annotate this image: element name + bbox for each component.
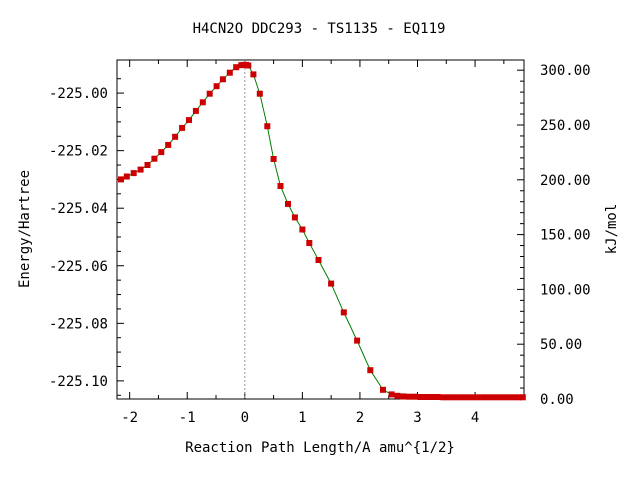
y-axis-label: Energy/Hartree: [17, 170, 33, 288]
y-axis-left: -225.00 -225.02 -225.04 -225.06 -225.08 -225.…: [49, 78, 124, 396]
data-point: [503, 394, 510, 401]
data-point: [213, 83, 220, 90]
x-tick-label: -1: [179, 410, 196, 426]
series-line: [120, 64, 523, 398]
chart-title: H4CN2O DDC293 - TS1135 - EQ119: [193, 21, 446, 37]
y-tick-label: -225.10: [49, 374, 108, 390]
y2-tick-label: 150.00: [540, 228, 591, 244]
data-point: [233, 64, 240, 71]
data-point: [137, 166, 144, 173]
x-axis-label: Reaction Path Length/A amu^{1/2}: [185, 440, 455, 456]
data-point: [340, 309, 347, 316]
x-tick-label: 4: [471, 410, 479, 426]
x-tick-label: 0: [241, 410, 249, 426]
data-point: [130, 170, 137, 177]
data-point: [428, 394, 435, 400]
data-point: [151, 155, 158, 162]
data-point: [118, 176, 124, 183]
data-point: [245, 62, 252, 69]
y-tick-label: -225.02: [49, 144, 108, 160]
data-point: [380, 386, 386, 393]
data-point: [299, 226, 306, 233]
y2-tick-label: 300.00: [540, 63, 591, 79]
y2-tick-label: 100.00: [540, 282, 591, 298]
data-point: [256, 90, 263, 97]
x-tick-label: 2: [356, 410, 364, 426]
data-point: [172, 133, 179, 140]
data-point: [515, 394, 522, 401]
plot-area: [116, 59, 525, 400]
data-point: [405, 393, 412, 400]
data-point: [457, 394, 464, 401]
plot-border: [116, 59, 525, 400]
data-point: [440, 394, 447, 401]
data-point: [509, 394, 516, 401]
y2-axis-label: kJ/mol: [604, 204, 620, 255]
data-point: [291, 214, 298, 221]
data-point: [186, 117, 192, 124]
data-point: [411, 393, 418, 400]
data-point: [226, 69, 233, 76]
data-point: [486, 394, 493, 401]
y-tick-label: -225.00: [49, 86, 108, 102]
data-point: [400, 393, 407, 400]
x-tick-label: 3: [413, 410, 421, 426]
data-point: [270, 156, 277, 162]
y-tick-label: -225.06: [49, 259, 108, 275]
data-point: [498, 394, 504, 401]
data-point: [306, 240, 313, 246]
data-point: [206, 90, 213, 97]
data-point: [423, 394, 430, 400]
data-point: [519, 394, 526, 401]
x-tick-label: -2: [121, 410, 138, 426]
y-tick-label: -225.04: [49, 201, 108, 217]
y-tick-label: -225.08: [49, 316, 108, 332]
data-point: [417, 394, 424, 400]
data-point: [367, 367, 374, 374]
data-point: [394, 392, 401, 399]
data-point: [446, 394, 453, 401]
data-point: [492, 394, 499, 401]
data-point: [277, 183, 284, 189]
data-point: [480, 394, 487, 401]
data-point: [158, 149, 165, 156]
data-point: [474, 394, 481, 401]
data-point: [123, 173, 130, 180]
data-point: [192, 107, 199, 114]
x-axis: -2 -1 0 1 2 3 4: [121, 60, 505, 426]
data-point: [144, 162, 151, 168]
data-point: [250, 71, 257, 78]
data-point: [469, 394, 476, 401]
y-axis-right: 0.00 50.00 100.00 150.00 200.00 250.00 300.00: [517, 63, 591, 408]
data-point: [354, 337, 361, 344]
y2-tick-label: 50.00: [540, 337, 582, 353]
series-group: [118, 61, 526, 401]
x-tick-label: 1: [298, 410, 306, 426]
data-point: [285, 200, 291, 207]
data-point: [463, 394, 470, 401]
data-point: [434, 394, 441, 400]
data-point: [199, 99, 206, 106]
data-point: [165, 141, 172, 148]
data-point: [388, 391, 395, 398]
y2-tick-label: 250.00: [540, 118, 591, 134]
data-point: [219, 76, 226, 83]
data-point: [264, 123, 271, 130]
data-point: [328, 280, 335, 287]
y2-tick-label: 200.00: [540, 173, 591, 189]
data-point: [451, 394, 458, 401]
data-point: [315, 257, 322, 263]
data-point: [179, 124, 186, 131]
y2-tick-label: 0.00: [540, 392, 574, 408]
